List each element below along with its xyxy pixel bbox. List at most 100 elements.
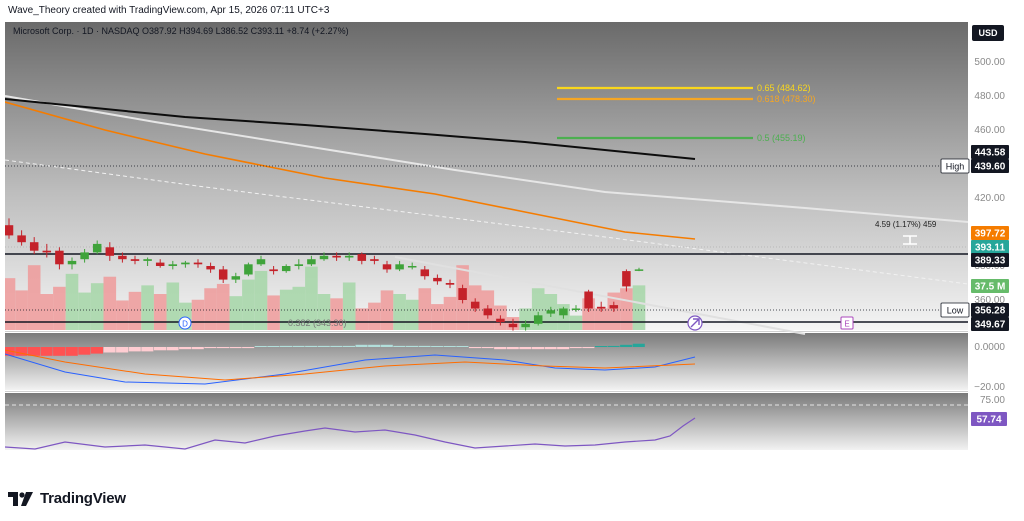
- candle-body: [231, 276, 241, 280]
- candle-body: [80, 252, 89, 260]
- price-axis-label-box: [971, 279, 1009, 293]
- candle-body: [458, 288, 467, 300]
- volume-bar: [229, 296, 243, 330]
- macd-histogram-bar: [40, 347, 53, 356]
- candle-body: [433, 277, 442, 282]
- candle-body: [470, 301, 480, 309]
- macd-histogram-bar: [506, 347, 519, 350]
- candle-body: [445, 283, 455, 285]
- tradingview-logo-icon: [8, 491, 33, 506]
- macd-histogram-bar: [53, 347, 66, 356]
- volume-bar: [103, 276, 117, 330]
- volume-bar: [443, 296, 457, 330]
- macd-histogram-bar: [15, 347, 28, 356]
- candle-body: [193, 262, 203, 265]
- macd-histogram-bar: [431, 346, 444, 347]
- candle-body: [584, 291, 593, 309]
- volume-bar: [166, 282, 180, 330]
- macd-histogram-bar: [153, 347, 166, 351]
- candle-body: [92, 243, 102, 253]
- current-bar-arrow-icon: [690, 318, 700, 328]
- macd-histogram-bar: [368, 344, 381, 347]
- volume-bar: [254, 270, 268, 330]
- candle-body: [420, 269, 430, 277]
- candle-body: [256, 259, 266, 265]
- price-axis-label: 443.58: [975, 148, 1006, 159]
- macd-histogram-bar: [279, 345, 292, 347]
- macd-histogram-bar: [267, 346, 280, 347]
- macd-histogram-bar: [191, 347, 204, 350]
- earnings-marker-label: E: [844, 320, 849, 329]
- price-axis-label: 37.5 M: [975, 282, 1006, 293]
- price-axis-label-box: [971, 240, 1009, 254]
- volume-bar: [620, 288, 633, 330]
- sma-200-line: [5, 98, 696, 160]
- candle-body: [357, 254, 367, 261]
- volume-bar: [116, 300, 129, 330]
- macd-histogram-bar: [330, 345, 343, 347]
- macd-histogram-bar: [229, 347, 242, 349]
- candle-body: [521, 323, 530, 328]
- dividend-marker-icon[interactable]: [178, 316, 192, 330]
- measure-label: 4.59 (1.17%) 459: [875, 220, 937, 229]
- top-bar: Wave_Theory created with TradingView.com…: [0, 0, 1024, 22]
- candle-body: [118, 255, 127, 260]
- candle-body: [55, 250, 64, 265]
- chart-canvas[interactable]: 0.65 (484.62)0.618 (478.30) 0.5 (455.19) 0…: [5, 22, 1024, 457]
- price-axis-tick: 420.00: [974, 193, 1005, 204]
- price-axis-label-box: [971, 159, 1009, 173]
- macd-histogram-bar: [27, 347, 40, 356]
- macd-pane-background: [5, 333, 968, 390]
- candle-body: [407, 266, 417, 268]
- macd-histogram-bar: [494, 347, 507, 350]
- candle-body: [105, 247, 115, 256]
- rsi-pane-background: [5, 393, 968, 450]
- brand[interactable]: TradingView: [8, 490, 126, 507]
- price-axis-tick: 360.00: [974, 295, 1005, 306]
- candle-body: [130, 259, 140, 261]
- macd-histogram-bar: [128, 347, 141, 352]
- volume-bar: [40, 294, 54, 330]
- currency-button[interactable]: [972, 25, 1004, 41]
- candle-body: [622, 271, 631, 287]
- macd-histogram-bar: [90, 347, 103, 354]
- macd-histogram-bar: [292, 345, 305, 347]
- price-axis-label-box: [971, 317, 1009, 331]
- macd-histogram-bar: [355, 344, 368, 347]
- legend-segment: H: [179, 26, 186, 36]
- price-axis-label: 389.33: [975, 256, 1006, 267]
- macd-histogram-bar: [179, 347, 192, 350]
- candle-body: [546, 310, 556, 314]
- earnings-marker-icon[interactable]: [840, 316, 854, 330]
- macd-histogram-bar: [317, 345, 330, 347]
- volume-bar: [242, 279, 255, 330]
- candle-body: [17, 235, 26, 243]
- brand-name: TradingView: [40, 490, 126, 507]
- legend-segment: 394.69: [186, 26, 216, 36]
- legend-segment: 386.52: [221, 26, 251, 36]
- volume-bar: [632, 285, 646, 330]
- volume-bar: [141, 285, 154, 330]
- volume-bar: [267, 295, 280, 330]
- macd-histogram-bar: [481, 347, 494, 349]
- volume-bar: [128, 291, 142, 330]
- candle-body: [181, 262, 190, 265]
- candle-body: [307, 259, 316, 265]
- macd-histogram-bar: [519, 347, 532, 350]
- candle-body: [244, 264, 253, 275]
- candle-body: [218, 269, 228, 280]
- macd-histogram-bar: [544, 347, 557, 350]
- candle-body: [370, 259, 379, 261]
- candle-body: [206, 266, 215, 270]
- price-axis-label: 356.28: [975, 306, 1006, 317]
- price-axis-tick: 500.00: [974, 57, 1005, 68]
- macd-histogram-bar: [216, 347, 229, 349]
- price-axis-tick: 460.00: [974, 125, 1005, 136]
- volume-bar: [15, 290, 28, 330]
- macd-histogram-bar: [116, 347, 129, 353]
- volume-bar: [78, 292, 91, 330]
- macd-histogram-bar: [620, 344, 633, 347]
- macd-histogram-bar: [531, 347, 544, 350]
- volume-bar: [191, 299, 205, 330]
- macd-histogram-bar: [78, 347, 91, 355]
